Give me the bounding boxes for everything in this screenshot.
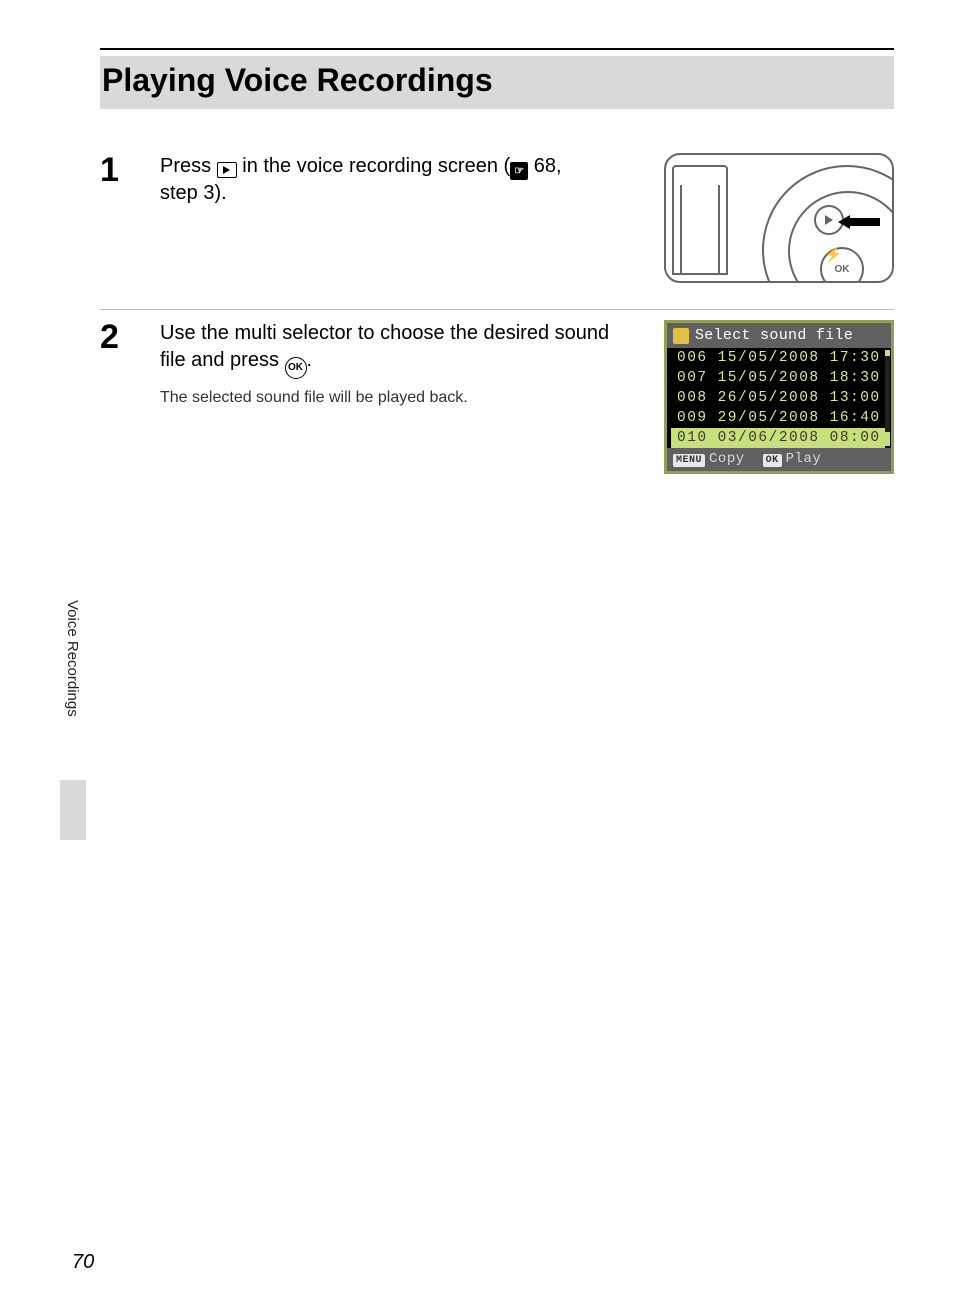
lcd-row-time: 16:40: [830, 410, 881, 426]
lcd-scroll-top-indicator: [885, 350, 890, 356]
page-number: 70: [72, 1251, 94, 1274]
reference-icon: ☞: [510, 162, 528, 180]
manual-page: Playing Voice Recordings 1 Press in the …: [0, 0, 954, 1314]
lcd-row-date: 03/06/2008: [718, 430, 820, 446]
side-tab-label: Voice Recordings: [64, 600, 81, 717]
voice-icon: [673, 328, 689, 344]
lcd-row-date: 15/05/2008: [718, 370, 820, 386]
lcd-screen: Select sound file 006 15/05/2008 17:30 007 1…: [664, 320, 894, 474]
lcd-row: 009 29/05/2008 16:40: [671, 408, 885, 428]
lcd-row-date: 26/05/2008: [718, 390, 820, 406]
lcd-scroll-thumb: [885, 432, 890, 446]
ok-tag: OK: [763, 454, 782, 467]
lcd-row-time: 17:30: [830, 350, 881, 366]
lcd-row-time: 08:00: [830, 430, 881, 446]
lcd-row-num: 008: [677, 390, 708, 406]
lcd-header: Select sound file: [667, 323, 891, 348]
lcd-row: 010 03/06/2008 08:00: [671, 428, 885, 448]
lcd-row-num: 006: [677, 350, 708, 366]
step-2-body: Use the multi selector to choose the des…: [160, 320, 640, 474]
step-2-instruction: Use the multi selector to choose the des…: [160, 320, 630, 379]
step-1-text-a: Press: [160, 155, 217, 177]
side-tab-block: [60, 780, 86, 840]
lcd-footer: MENU Copy OK Play: [667, 448, 891, 471]
step-2-figure: Select sound file 006 15/05/2008 17:30 007 1…: [664, 320, 894, 474]
lcd-row-date: 15/05/2008: [718, 350, 820, 366]
lcd-row-num: 009: [677, 410, 708, 426]
flash-icon: ⚡: [825, 246, 842, 263]
step-1-text-c: step 3).: [160, 182, 227, 204]
playback-button-icon: [217, 162, 237, 178]
camera-diagram: OK ⚡: [664, 153, 894, 283]
step-2-text-b: .: [307, 349, 313, 371]
title-rule: [100, 48, 894, 50]
step-1-figure: OK ⚡: [664, 153, 894, 283]
camera-panel-inner: [680, 185, 720, 275]
lcd-row-num: 007: [677, 370, 708, 386]
lcd-row: 006 15/05/2008 17:30: [671, 348, 885, 368]
ok-label: Play: [786, 451, 822, 467]
lcd-row-time: 18:30: [830, 370, 881, 386]
page-title: Playing Voice Recordings: [100, 62, 894, 99]
ok-button-icon: OK: [285, 357, 307, 379]
step-1-number: 1: [100, 153, 136, 283]
step-2: 2 Use the multi selector to choose the d…: [100, 309, 894, 474]
step-1: 1 Press in the voice recording screen (☞…: [100, 135, 894, 283]
lcd-row-time: 13:00: [830, 390, 881, 406]
menu-label: Copy: [709, 451, 745, 467]
menu-tag: MENU: [673, 454, 705, 467]
title-bar: Playing Voice Recordings: [100, 56, 894, 109]
step-2-note: The selected sound file will be played b…: [160, 389, 630, 407]
step-2-text-a: Use the multi selector to choose the des…: [160, 322, 609, 371]
pointer-arrow: [838, 215, 880, 229]
lcd-row: 008 26/05/2008 13:00: [671, 388, 885, 408]
lcd-list: 006 15/05/2008 17:30 007 15/05/2008 18:30 008 2…: [667, 348, 891, 448]
step-2-number: 2: [100, 320, 136, 474]
step-1-body: Press in the voice recording screen (☞ 6…: [160, 153, 640, 283]
camera-ok-label: OK: [835, 264, 850, 275]
ok-button-label: OK: [288, 361, 303, 375]
step-1-instruction: Press in the voice recording screen (☞ 6…: [160, 153, 630, 207]
step-1-text-b: in the voice recording screen (: [242, 155, 510, 177]
step-1-ref: 68,: [528, 155, 561, 177]
lcd-row-date: 29/05/2008: [718, 410, 820, 426]
lcd-header-text: Select sound file: [695, 327, 853, 344]
lcd-footer-ok: OK Play: [763, 451, 822, 467]
lcd-scrollbar: [885, 350, 890, 446]
lcd-row: 007 15/05/2008 18:30: [671, 368, 885, 388]
lcd-row-num: 010: [677, 430, 708, 446]
lcd-footer-menu: MENU Copy: [673, 451, 745, 467]
